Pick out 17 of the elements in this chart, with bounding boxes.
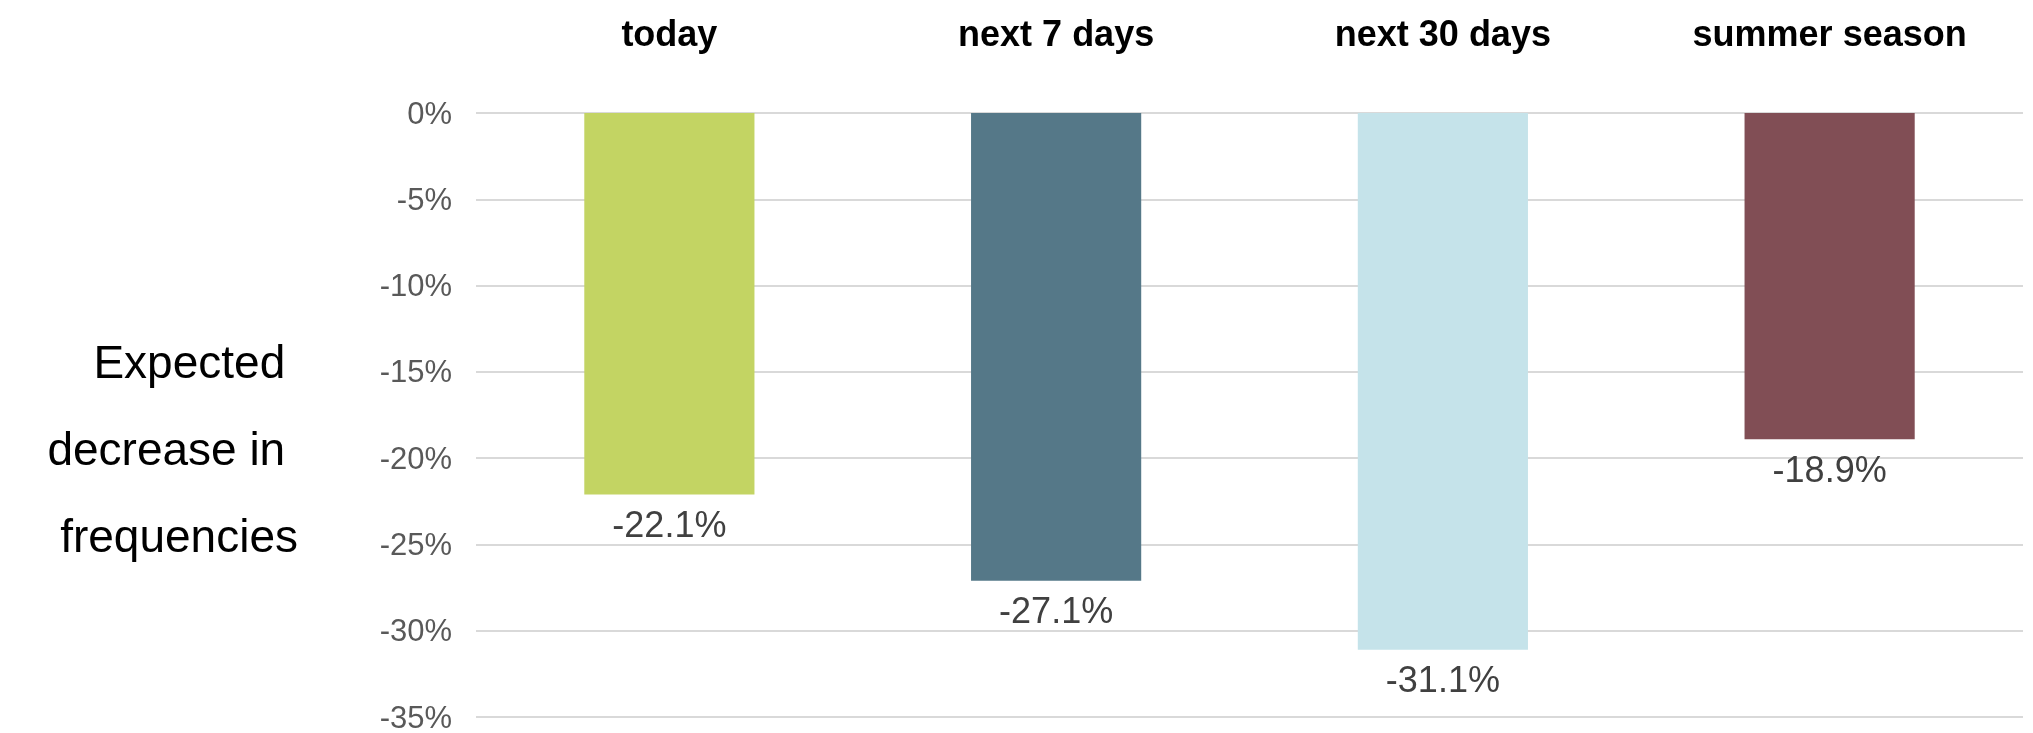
data-label: -22.1% [612,503,727,545]
x-tick-label: next 7 days [958,12,1155,54]
x-tick-label: summer season [1692,12,1967,54]
y-tick-label: 0% [407,95,452,131]
y-axis-title: Expected decrease in frequencies [47,336,298,562]
y-tick-label: -35% [379,699,452,733]
data-label: -18.9% [1772,448,1887,490]
y-tick-label: -30% [379,613,452,649]
y-tick-label: -15% [379,354,452,390]
y-tick-label: -10% [379,268,452,304]
data-label: -31.1% [1385,659,1500,701]
y-tick-label: -25% [379,526,452,562]
y-tick-label: -5% [396,181,452,217]
y-tick-label: -20% [379,440,452,476]
x-tick-label: next 30 days [1334,12,1551,54]
x-tick-label: today [621,12,718,54]
data-label: -27.1% [999,590,1114,632]
